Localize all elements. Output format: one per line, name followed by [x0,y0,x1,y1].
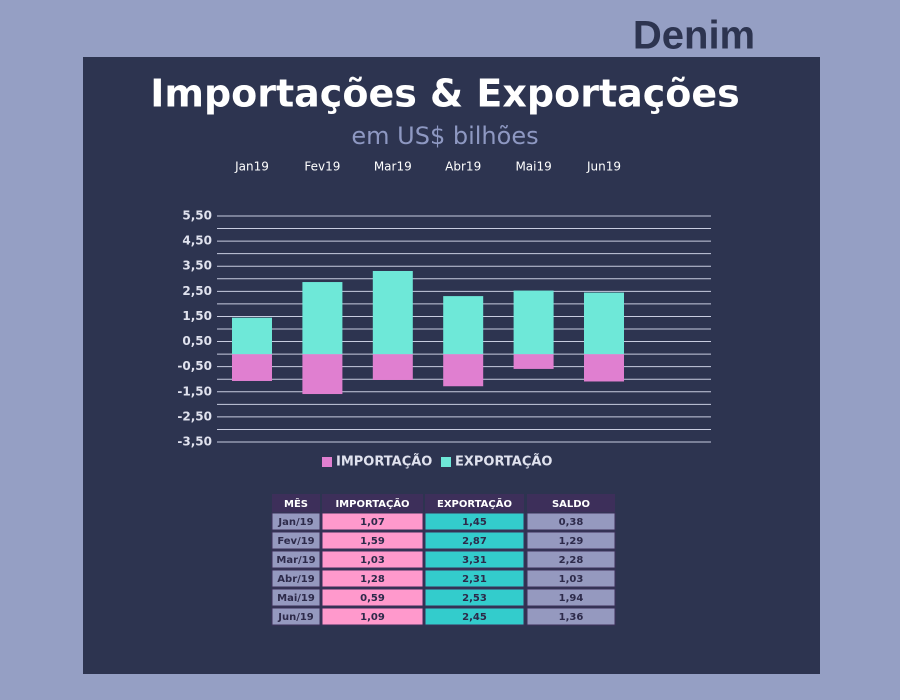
chart-subtitle: em US$ bilhões [351,122,538,150]
table-cell-text: Abr/19 [277,574,314,585]
x-tick-label: Mar19 [374,160,412,174]
bar [232,354,272,381]
y-tick-label: 2,50 [182,284,212,298]
table-cell [526,569,616,588]
table-cell-text: 1,03 [559,574,584,585]
y-tick-label: 4,50 [182,234,212,248]
table-cell [424,550,525,569]
table-cell-text: 2,28 [559,555,584,566]
bar [302,354,343,395]
table-cell-text: 3,31 [462,555,487,566]
legend-swatch [441,457,451,467]
y-tick-label: -3,50 [177,435,212,449]
table-cell [526,550,616,569]
table-cell-text: 2,53 [462,593,487,604]
bar [584,354,624,382]
table-cell-text: 1,09 [360,612,385,623]
table-cell-text: Fev/19 [277,536,314,547]
table-header-cell [425,494,524,512]
table-cell-text: 2,31 [462,574,487,585]
chart-title: Importações & Exportações [150,72,740,116]
bar [513,290,554,355]
table-cell [526,607,616,626]
y-tick-label: 0,50 [182,334,212,348]
y-tick-label: 3,50 [182,259,212,273]
legend-swatch [322,457,332,467]
table-cell-text: Mai/19 [277,593,315,604]
y-tick-label: 5,50 [182,209,212,223]
x-tick-label: Jan19 [234,160,269,174]
y-tick-label: -2,50 [177,409,212,423]
bar [584,292,624,355]
table-header-cell [322,494,423,512]
table-cell [424,569,525,588]
table-cell-text: Jun/19 [277,612,314,623]
bar [372,354,413,380]
table-cell [271,588,321,607]
y-tick-label: -1,50 [177,384,212,398]
table-cell [321,512,424,531]
table-cell-text: 1,28 [360,574,385,585]
table-cell [271,531,321,550]
table-cell-text: 1,36 [559,612,584,623]
table-cell-text: 1,03 [360,555,385,566]
table-cell [424,531,525,550]
x-tick-label: Jun19 [586,160,621,174]
table-header: EXPORTAÇÃO [437,497,512,510]
bar [302,282,343,355]
table-header: SALDO [552,499,590,510]
bar [372,270,413,355]
y-tick-label: -0,50 [177,359,212,373]
bar [232,317,272,355]
table-header-cell [272,494,320,512]
table-cell [321,569,424,588]
bar [513,354,554,369]
table-cell [321,588,424,607]
table-cell [321,531,424,550]
table-cell-text: 1,07 [360,517,385,528]
table-cell-text: 2,87 [462,536,487,547]
table-cell [424,512,525,531]
table-cell-text: Mar/19 [276,555,315,566]
table-cell-text: 2,45 [462,612,487,623]
table-cell [321,607,424,626]
y-tick-label: 1,50 [182,309,212,323]
table-cell [321,550,424,569]
x-tick-label: Abr19 [445,160,481,174]
table-header: MÊS [284,497,308,510]
brand: Denim [633,14,755,58]
table-cell [271,607,321,626]
table-header-cell [527,494,615,512]
table-cell-text: 1,29 [559,536,584,547]
table-cell [271,569,321,588]
table-cell [526,588,616,607]
table-cell [526,512,616,531]
legend-label: EXPORTAÇÃO [455,454,552,470]
table-cell [424,607,525,626]
table-cell-text: 1,45 [462,517,487,528]
x-tick-label: Fev19 [304,160,340,174]
table-cell-text: 1,59 [360,536,385,547]
legend-label: IMPORTAÇÃO [336,454,432,470]
table-header: IMPORTAÇÃO [335,497,409,510]
bar [443,296,484,355]
table-cell-text: 0,38 [559,517,584,528]
table-cell [424,588,525,607]
x-tick-label: Mai19 [515,160,551,174]
table-cell [526,531,616,550]
table-cell-text: Jan/19 [277,517,313,528]
table-cell [271,550,321,569]
table-cell-text: 1,94 [559,593,584,604]
table-cell-text: 0,59 [360,593,385,604]
bar [443,354,484,387]
table-cell [271,512,321,531]
